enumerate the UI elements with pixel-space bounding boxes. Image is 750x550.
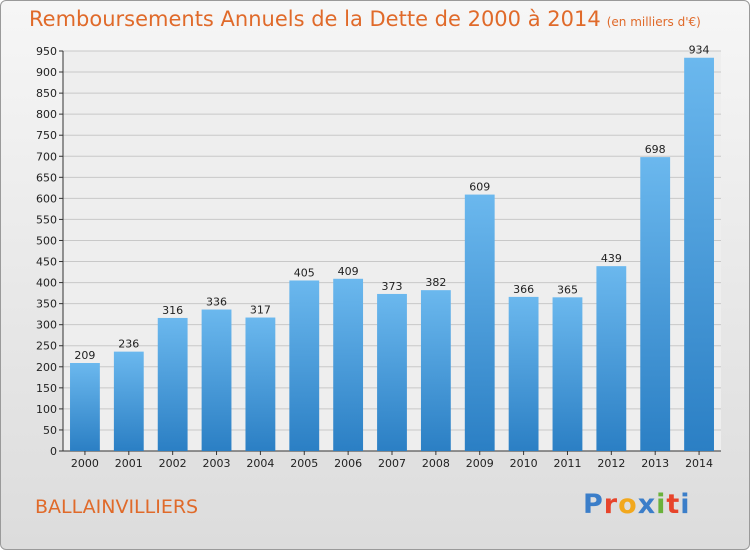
- data-label-2005: 405: [294, 266, 315, 279]
- logo-letter: P: [583, 489, 604, 520]
- y-tick-label: 250: [36, 340, 57, 353]
- x-tick-label-2007: 2007: [378, 457, 406, 470]
- y-tick-label: 100: [36, 403, 57, 416]
- x-tick-label-2003: 2003: [203, 457, 231, 470]
- x-tick-label-2000: 2000: [71, 457, 99, 470]
- y-tick-label: 700: [36, 150, 57, 163]
- y-tick-label: 200: [36, 361, 57, 374]
- y-tick-label: 450: [36, 256, 57, 269]
- y-tick-label: 750: [36, 129, 57, 142]
- x-tick-label-2014: 2014: [685, 457, 713, 470]
- y-tick-label: 150: [36, 382, 57, 395]
- y-tick-label: 350: [36, 298, 57, 311]
- bar-2014: [684, 57, 714, 451]
- bar-2006: [333, 278, 364, 451]
- data-label-2003: 336: [206, 296, 227, 309]
- y-tick-label: 400: [36, 277, 57, 290]
- bar-2008: [420, 290, 451, 451]
- logo-letter: x: [637, 489, 657, 520]
- data-label-2004: 317: [250, 304, 271, 317]
- logo-letter: t: [666, 489, 681, 520]
- x-tick-label-2005: 2005: [290, 457, 318, 470]
- logo-letter: i: [656, 489, 667, 520]
- data-label-2009: 609: [469, 181, 490, 194]
- bar-2003: [201, 309, 232, 451]
- bar-2010: [508, 296, 539, 451]
- y-tick-label: 500: [36, 234, 57, 247]
- y-tick-label: 950: [36, 45, 57, 58]
- chart-unit: (en milliers d'€): [606, 15, 701, 29]
- chart-title-text: Remboursements Annuels de la Dette de 20…: [29, 7, 601, 31]
- y-tick-label: 300: [36, 319, 57, 332]
- x-tick-label-2001: 2001: [115, 457, 143, 470]
- data-label-2012: 439: [601, 252, 622, 265]
- data-label-2010: 366: [513, 283, 534, 296]
- data-label-2013: 698: [645, 143, 666, 156]
- x-tick-label-2006: 2006: [334, 457, 362, 470]
- bar-2004: [245, 317, 276, 451]
- y-tick-label: 850: [36, 87, 57, 100]
- y-tick-label: 650: [36, 171, 57, 184]
- data-label-2007: 373: [382, 280, 403, 293]
- bar-2005: [289, 280, 320, 451]
- logo-letter: r: [603, 489, 619, 520]
- bar-2013: [640, 157, 671, 451]
- proxiti-logo: Proxiti: [583, 489, 691, 520]
- x-tick-label-2009: 2009: [466, 457, 494, 470]
- bar-2000: [70, 363, 100, 451]
- y-tick-label: 800: [36, 108, 57, 121]
- bar-2002: [157, 317, 188, 451]
- data-label-2014: 934: [689, 44, 710, 57]
- x-tick-label-2012: 2012: [597, 457, 625, 470]
- logo-letter: o: [618, 489, 638, 520]
- x-tick-label-2010: 2010: [510, 457, 538, 470]
- data-label-2000: 209: [74, 349, 95, 362]
- x-tick-label-2011: 2011: [553, 457, 581, 470]
- data-label-2011: 365: [557, 283, 578, 296]
- y-tick-label: 0: [50, 445, 57, 458]
- bar-2012: [596, 266, 627, 451]
- logo-letter: i: [680, 489, 691, 520]
- chart-title: Remboursements Annuels de la Dette de 20…: [29, 7, 701, 31]
- bar-2009: [464, 194, 495, 451]
- y-tick-label: 550: [36, 213, 57, 226]
- bar-2011: [552, 297, 583, 451]
- commune-name: BALLAINVILLIERS: [35, 496, 199, 518]
- x-tick-label-2008: 2008: [422, 457, 450, 470]
- bar-2001: [113, 351, 144, 451]
- x-tick-label-2013: 2013: [641, 457, 669, 470]
- x-tick-label-2004: 2004: [246, 457, 274, 470]
- data-label-2008: 382: [425, 276, 446, 289]
- data-label-2001: 236: [118, 338, 139, 351]
- x-tick-label-2002: 2002: [159, 457, 187, 470]
- y-tick-label: 600: [36, 192, 57, 205]
- data-label-2006: 409: [338, 265, 359, 278]
- y-tick-label: 900: [36, 66, 57, 79]
- y-tick-label: 50: [43, 424, 57, 437]
- data-label-2002: 316: [162, 304, 183, 317]
- bar-2007: [377, 293, 407, 451]
